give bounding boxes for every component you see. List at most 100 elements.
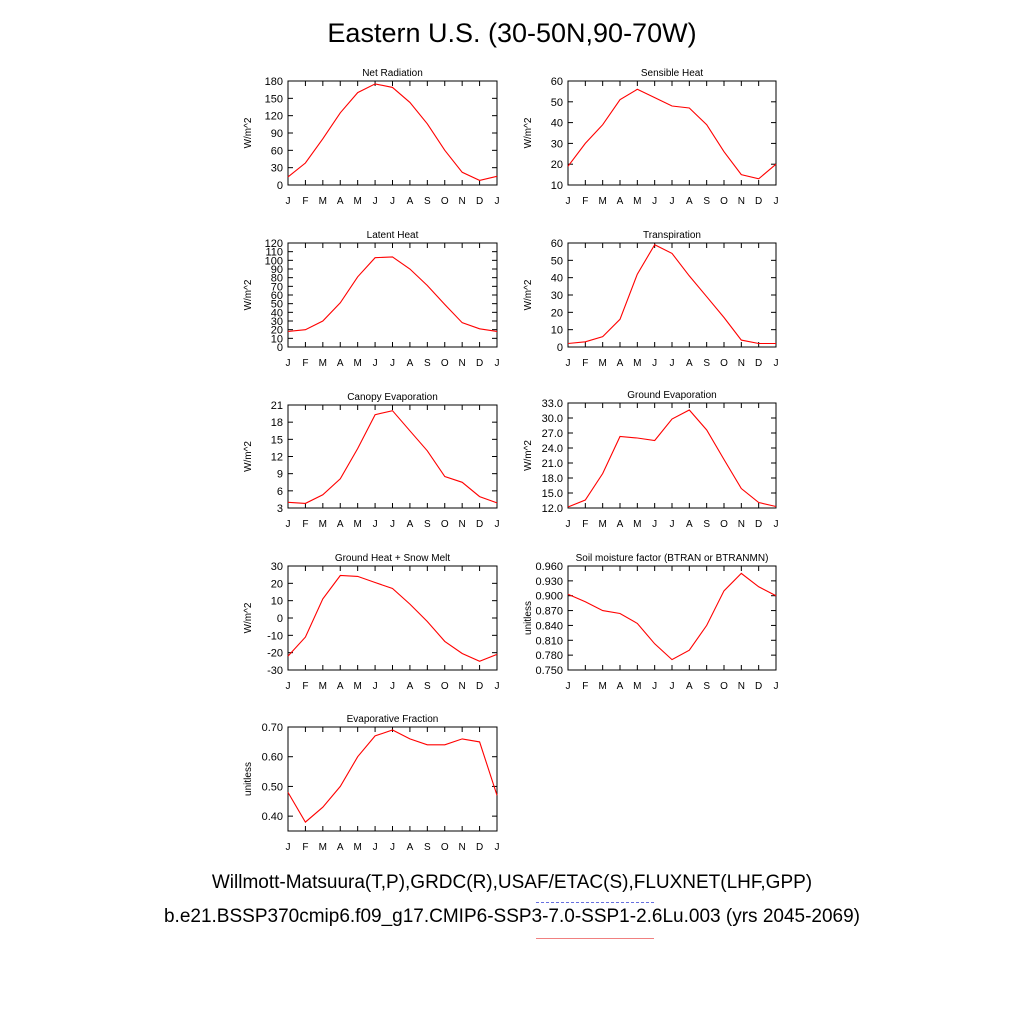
y-tick-label: 20 [551,307,563,319]
x-tick-label: A [337,196,344,207]
plot-frame [287,565,498,671]
plot-frame [567,242,777,348]
series-line [287,83,498,181]
x-tick-label: J [286,358,291,369]
y-tick-label: 12.0 [542,503,563,515]
x-tick-label: J [286,842,291,853]
x-tick-label: N [738,196,745,207]
x-tick-label: S [703,196,710,207]
x-tick-label: J [390,842,395,853]
x-tick-label: A [337,842,344,853]
panel-6: 12.015.018.021.024.027.030.033.0J F M A M J J A… [523,390,779,530]
x-tick-label: D [476,358,483,369]
x-tick-label: A [337,358,344,369]
y-tick-label: 40 [551,273,563,285]
series-line [567,88,777,180]
x-tick-label: D [755,519,762,530]
x-tick-label: S [424,519,431,530]
x-tick-label: N [738,681,745,692]
x-tick-label: J [652,196,657,207]
y-tick-label: 50 [271,299,283,311]
x-tick-label: D [476,196,483,207]
y-tick-label: 0.900 [535,591,563,603]
x-tick-label: J [566,681,571,692]
x-tick-label: O [441,358,449,369]
x-tick-label: J [652,358,657,369]
series-line [287,574,498,662]
x-tick-label: J [286,681,291,692]
series-line [287,256,498,332]
y-tick-label: 90 [271,128,283,140]
x-tick-label: M [319,196,327,207]
x-tick-label: J [495,842,500,853]
x-tick-label: N [738,519,745,530]
x-tick-label: A [617,681,624,692]
plot-frame [287,726,498,832]
x-tick-label: M [633,358,641,369]
series-line [567,243,776,345]
x-tick-label: M [598,681,606,692]
x-tick-label: F [302,681,308,692]
x-tick-label: N [459,681,466,692]
y-tick-label: 120 [265,238,283,250]
y-axis-label: W/m^2 [243,441,254,472]
y-tick-label: 0 [557,342,563,354]
x-tick-label: J [566,519,571,530]
y-axis-label: unitless [243,762,254,796]
x-tick-label: A [337,681,344,692]
x-tick-label: S [424,842,431,853]
x-tick-label: O [441,196,449,207]
y-tick-label: 0.750 [535,665,563,677]
y-tick-label: -30 [267,665,283,677]
y-tick-label: 180 [265,76,283,88]
y-tick-label: 24.0 [542,443,563,455]
y-tick-label: 10 [271,596,283,608]
x-tick-label: M [598,196,606,207]
x-tick-label: J [652,519,657,530]
x-tick-label: J [390,519,395,530]
y-tick-label: 12 [271,452,283,464]
x-tick-label: N [459,519,466,530]
y-tick-label: 0.50 [262,781,283,793]
x-tick-label: A [686,358,693,369]
y-tick-label: 0 [277,342,283,354]
y-tick-label: 60 [551,76,563,88]
x-tick-label: M [353,196,361,207]
y-tick-label: 40 [551,118,563,130]
x-tick-label: D [476,681,483,692]
y-tick-label: 10 [271,333,283,345]
plot-frame [287,80,498,186]
panel-title: Ground Evaporation [627,390,717,401]
plot-frame [287,404,498,509]
y-axis-label: W/m^2 [523,117,534,148]
x-tick-label: A [407,842,414,853]
y-tick-label: 0.810 [535,635,563,647]
y-tick-label: 20 [551,159,563,171]
x-tick-label: J [774,196,779,207]
x-tick-label: M [598,519,606,530]
x-tick-label: J [774,358,779,369]
x-tick-label: N [459,196,466,207]
x-tick-label: D [476,519,483,530]
x-tick-label: J [390,681,395,692]
plot-frame [567,80,777,186]
y-tick-label: 6 [277,486,283,498]
observations-legend-line [536,902,654,903]
x-tick-label: S [703,681,710,692]
x-tick-label: J [373,196,378,207]
x-tick-label: M [353,842,361,853]
x-tick-label: J [373,842,378,853]
y-tick-label: 30 [271,316,283,328]
y-tick-label: 30 [271,561,283,573]
y-tick-label: 90 [271,264,283,276]
y-tick-label: 30 [551,290,563,302]
y-tick-label: 60 [271,145,283,157]
x-tick-label: J [390,358,395,369]
y-tick-label: 70 [271,281,283,293]
y-tick-label: 33.0 [542,398,563,410]
y-tick-label: 15 [271,434,283,446]
x-tick-label: J [495,358,500,369]
x-tick-label: S [703,358,710,369]
x-tick-label: O [441,519,449,530]
